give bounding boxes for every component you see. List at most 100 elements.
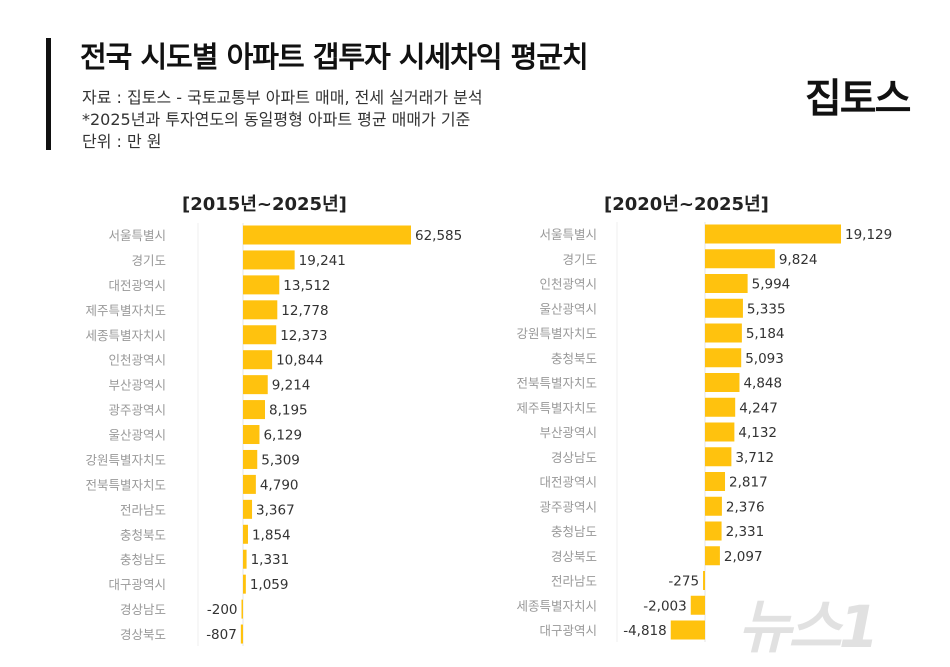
bar (705, 397, 736, 417)
data-label: 2,331 (726, 524, 765, 540)
category-label: 세종특별자치시 (516, 598, 597, 613)
data-label: 5,184 (746, 326, 785, 342)
bar (243, 350, 273, 370)
chart-title-2020: [2020년~2025년] (604, 194, 769, 215)
data-label: 62,585 (415, 228, 462, 244)
data-label: 12,373 (280, 328, 327, 344)
category-label: 강원특별자치도 (85, 452, 166, 467)
bar (705, 472, 726, 491)
bar (243, 300, 278, 320)
data-label: 10,844 (276, 353, 323, 369)
bar (705, 521, 722, 541)
data-label: 1,854 (252, 527, 291, 543)
bar (243, 549, 247, 569)
bar (243, 574, 246, 594)
data-label: 1,331 (251, 552, 290, 568)
source-text: 자료 : 집토스 - 국토교통부 아파트 매매, 전세 실거래가 분석 (82, 88, 483, 107)
category-label: 인천광역시 (539, 277, 597, 292)
category-label: 대전광역시 (539, 475, 597, 490)
category-label: 울산광역시 (108, 428, 166, 443)
title-accent-bar (46, 38, 51, 150)
data-label: 4,848 (743, 376, 782, 392)
bar (705, 323, 742, 343)
bar (243, 275, 280, 295)
bar (243, 250, 295, 270)
data-label: 2,817 (729, 475, 768, 491)
data-label: -2,003 (643, 598, 687, 614)
bar (240, 624, 243, 644)
data-label: 8,195 (269, 403, 308, 419)
bar (705, 422, 735, 442)
bar (705, 249, 775, 269)
bar (243, 400, 265, 420)
data-label: 1,059 (250, 577, 289, 593)
data-label: -807 (206, 627, 237, 643)
category-label: 경기도 (562, 252, 597, 267)
data-label: 4,247 (739, 400, 778, 416)
bar (243, 499, 253, 519)
data-label: 12,778 (281, 303, 328, 319)
category-label: 경기도 (131, 253, 166, 268)
category-label: 충청북도 (120, 527, 166, 542)
bar (243, 225, 411, 245)
category-label: 대구광역시 (108, 577, 166, 592)
category-label: 인천광역시 (108, 353, 166, 368)
data-label: 19,129 (845, 227, 892, 243)
data-label: 3,367 (256, 502, 295, 518)
data-label: -200 (207, 602, 238, 618)
bar (243, 524, 248, 544)
category-label: 전라남도 (551, 574, 597, 589)
bar (243, 449, 258, 469)
bar (243, 425, 260, 445)
category-label: 전북특별자치도 (85, 477, 166, 492)
data-label: 9,824 (779, 252, 818, 268)
bar (703, 571, 705, 590)
data-label: 5,309 (261, 452, 300, 468)
category-label: 경상북도 (551, 549, 597, 564)
bar (705, 224, 841, 244)
category-label: 경상남도 (120, 602, 166, 617)
category-label: 전라남도 (120, 502, 166, 517)
bar (243, 474, 256, 494)
category-label: 세종특별자치시 (85, 328, 166, 343)
unit-text: 단위 : 만 원 (82, 132, 162, 151)
chart-title-2015: [2015년~2025년] (182, 194, 347, 215)
category-label: 부산광역시 (539, 425, 597, 440)
bar (670, 620, 705, 640)
category-label: 광주광역시 (539, 499, 597, 514)
data-label: -4,818 (623, 623, 667, 639)
data-label: 5,093 (745, 351, 784, 367)
data-label: 2,376 (726, 499, 765, 515)
news1-watermark: 뉴스1 (738, 593, 879, 661)
page-title: 전국 시도별 아파트 갭투자 시세차익 평균치 (80, 40, 589, 74)
data-label: -275 (668, 574, 699, 590)
data-label: 9,214 (272, 378, 311, 394)
category-label: 울산광역시 (539, 301, 597, 316)
bar (705, 496, 722, 516)
category-label: 제주특별자치도 (85, 303, 166, 318)
bar (243, 325, 277, 345)
bar (241, 599, 243, 619)
category-label: 제주특별자치도 (516, 400, 597, 415)
bar (690, 595, 705, 615)
category-label: 서울특별시 (539, 227, 597, 242)
bar (705, 447, 732, 467)
category-label: 경상북도 (120, 627, 166, 642)
category-label: 부산광역시 (108, 378, 166, 393)
bar (705, 546, 720, 566)
data-label: 5,994 (752, 277, 791, 293)
category-label: 충청북도 (551, 351, 597, 366)
data-label: 5,335 (747, 301, 786, 317)
category-label: 충청남도 (120, 552, 166, 567)
data-label: 19,241 (299, 253, 346, 269)
category-label: 대전광역시 (108, 278, 166, 293)
bar (243, 375, 268, 395)
note-text: *2025년과 투자연도의 동일평형 아파트 평균 매매가 기준 (82, 110, 471, 129)
category-label: 충청남도 (551, 524, 597, 539)
data-label: 3,712 (735, 450, 774, 466)
bar (705, 348, 742, 368)
data-label: 2,097 (724, 549, 763, 565)
data-label: 13,512 (283, 278, 330, 294)
category-label: 광주광역시 (108, 403, 166, 418)
category-label: 서울특별시 (108, 228, 166, 243)
